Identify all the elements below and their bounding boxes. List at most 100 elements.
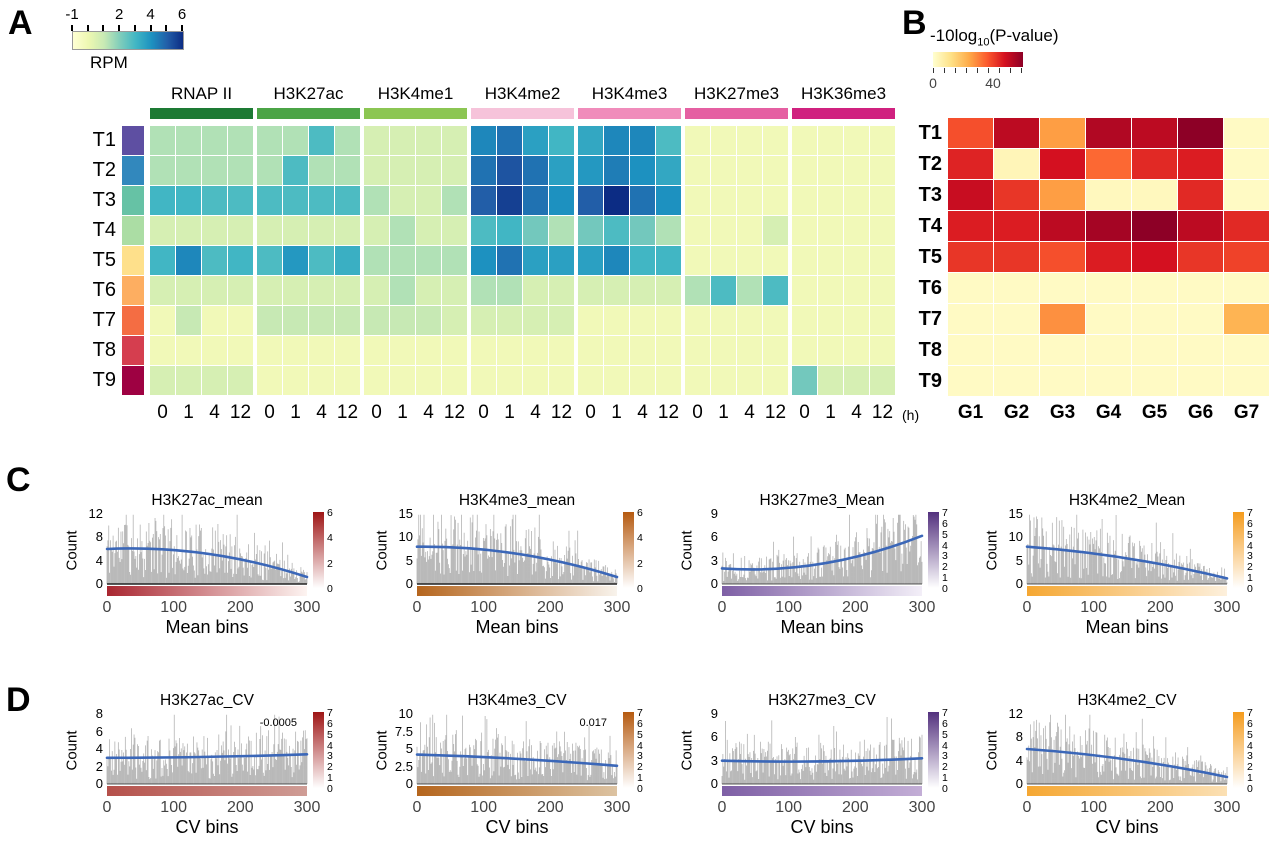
heatmap-cell	[604, 186, 629, 215]
row-label: T7	[918, 308, 942, 330]
rpm-colorbar-ticks: -1 2 4 6	[8, 6, 268, 56]
heatmap-cell	[711, 126, 736, 155]
y-tick-label: 4	[95, 741, 103, 756]
heatmap-cell	[818, 126, 843, 155]
colorbar-tick-label: 4	[146, 6, 155, 23]
heatmap-cell	[257, 156, 282, 185]
y-tick-label: 12	[1008, 706, 1023, 721]
heatmap-cell	[228, 366, 253, 395]
plot-title: H3K27ac_mean	[151, 492, 263, 509]
heatmap-cell	[335, 156, 360, 185]
heatmap-cell	[763, 126, 788, 155]
colorbar-tick-label: 7	[942, 707, 948, 719]
pvalue-colorbar-title: -10log10(P-value)	[930, 26, 1058, 48]
y-tick-label: 8	[1015, 729, 1023, 745]
heatmap-cell	[685, 156, 710, 185]
heatmap-cell	[497, 216, 522, 245]
row-color-swatch	[122, 156, 144, 185]
heatmap-cell	[228, 126, 253, 155]
colorbar-tick-mark	[102, 25, 105, 31]
heatmap-cell	[523, 156, 548, 185]
time-unit-label: (h)	[902, 407, 920, 423]
histogram-panel: H3K4me3_CV Count 10 7.5 5 2.5 0 0 100 200 300 CV bi…	[365, 692, 665, 847]
heatmap-cell	[442, 336, 467, 365]
heatmap-cell	[604, 126, 629, 155]
colorbar-tick-mark	[165, 25, 168, 31]
time-tick-label: 0	[478, 402, 489, 423]
x-tick-label: 200	[841, 599, 869, 616]
heatmap-cell	[176, 366, 201, 395]
heatmap-cell	[870, 216, 895, 245]
y-tick-label: 8	[95, 706, 103, 721]
heatmap-cell	[364, 216, 389, 245]
time-tick-label: 12	[336, 402, 359, 423]
heatmap-cell	[711, 366, 736, 395]
x-tick-label: 0	[1022, 599, 1032, 616]
heatmap-cell	[792, 306, 817, 335]
heatmap-cell	[994, 211, 1039, 241]
histogram-panel: H3K4me2_Mean Count 15 10 5 0 0 100 200 300 Mean bi…	[975, 492, 1275, 647]
colorbar-tick-label: 5	[942, 728, 948, 741]
heatmap-cell	[471, 216, 496, 245]
heatmap-cell	[1040, 273, 1085, 303]
heatmap-cell	[818, 306, 843, 335]
y-tick-label: 12	[88, 506, 103, 521]
y-tick-label: 2.5	[394, 758, 413, 774]
heatmap-cell	[150, 186, 175, 215]
heatmap-cell	[604, 216, 629, 245]
gradient-strip	[107, 586, 307, 596]
colorbar-tick-label: 6	[637, 507, 643, 519]
trend-line	[105, 753, 309, 760]
heatmap-cell	[1086, 273, 1131, 303]
heatmap-cell	[604, 366, 629, 395]
colorbar-tick-mark	[86, 25, 89, 31]
heatmap-cell	[737, 366, 762, 395]
colorbar-tick-label: 5	[637, 728, 643, 741]
row-label: T2	[92, 159, 116, 181]
heatmap-cell	[523, 246, 548, 275]
x-tick-label: 300	[908, 799, 936, 816]
heatmap-cell	[364, 246, 389, 275]
y-tick-label: 3	[710, 752, 718, 768]
heatmap-cell	[685, 276, 710, 305]
heatmap-cell	[948, 335, 993, 365]
colorbar-tick-label: 6	[327, 507, 333, 519]
heatmap-cell	[150, 336, 175, 365]
time-tick-label: 1	[825, 402, 836, 423]
colorbar-tick-mark	[181, 25, 183, 31]
heatmap-cell	[1040, 242, 1085, 272]
column-group-label: RNAP II	[170, 84, 233, 103]
heatmap-cell	[737, 306, 762, 335]
heatmap-cell	[442, 216, 467, 245]
heatmap-cell	[763, 156, 788, 185]
column-label: G5	[1141, 402, 1168, 423]
heatmap-cell	[792, 186, 817, 215]
y-tick-label: 0	[95, 776, 103, 791]
plot-title: H3K27ac_CV	[160, 692, 254, 709]
heatmap-cell	[150, 276, 175, 305]
heatmap-cell	[523, 186, 548, 215]
heatmap-cell	[202, 156, 227, 185]
colorbar-tick-label: 2	[942, 761, 948, 774]
gradient-strip	[417, 786, 617, 796]
histogram-panel: H3K27ac_mean Count 12 8 4 0 0 100 200 300 Mean bin…	[55, 492, 355, 647]
trend-line	[415, 753, 619, 768]
heatmap-cell	[656, 366, 681, 395]
heatmap-cell	[578, 216, 603, 245]
histogram-bars	[416, 714, 618, 784]
heatmap-cell	[948, 211, 993, 241]
heatmap-cell	[257, 336, 282, 365]
plot-title: H3K4me2_CV	[1077, 692, 1177, 709]
pvalue-title-suffix: (P-value)	[989, 26, 1059, 45]
heatmap-cell	[994, 366, 1039, 396]
plot-title: H3K27me3_CV	[768, 692, 876, 709]
heatmap-cell	[309, 186, 334, 215]
heatmap-cell	[1178, 273, 1223, 303]
row-color-swatch	[122, 216, 144, 245]
y-axis-label: Count	[63, 530, 81, 571]
heatmap-cell	[948, 242, 993, 272]
colorbar-tick-label: 3	[1247, 550, 1253, 563]
rpm-colorbar	[72, 31, 184, 50]
column-group-color-bar	[685, 108, 788, 119]
colorbar-tick-label: 3	[327, 750, 333, 763]
